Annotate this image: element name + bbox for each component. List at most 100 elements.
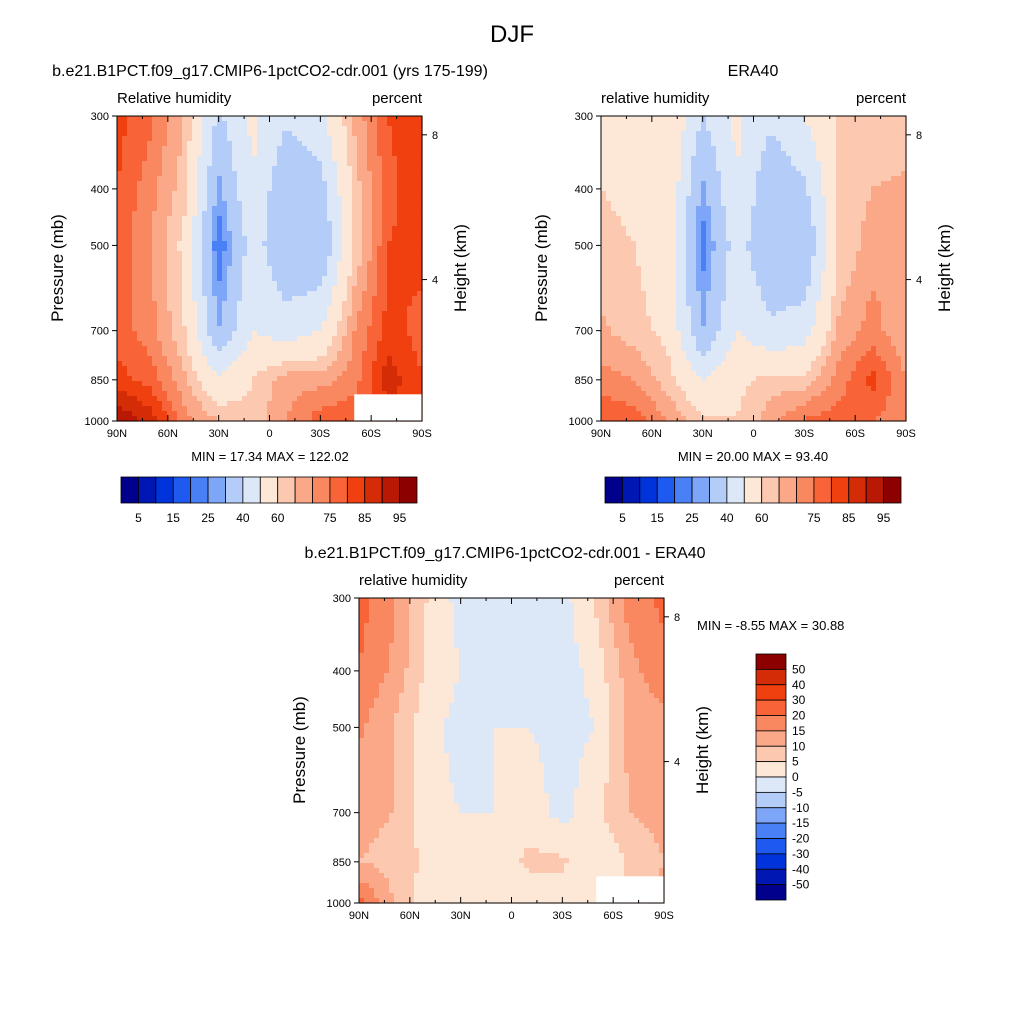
field-cell bbox=[272, 206, 278, 212]
field-cell bbox=[337, 366, 343, 372]
field-cell bbox=[217, 326, 223, 332]
field-cell bbox=[417, 371, 423, 377]
field-cell bbox=[337, 131, 343, 137]
field-cell bbox=[377, 331, 383, 337]
field-cell bbox=[282, 316, 288, 322]
field-cell bbox=[816, 186, 822, 192]
field-cell bbox=[317, 381, 323, 387]
field-cell bbox=[342, 206, 348, 212]
field-cell bbox=[162, 331, 168, 337]
field-cell bbox=[821, 116, 827, 122]
field-cell bbox=[332, 256, 338, 262]
field-cell bbox=[177, 121, 183, 127]
field-cell bbox=[686, 186, 692, 192]
field-cell bbox=[182, 326, 188, 332]
field-cell bbox=[816, 201, 822, 207]
variable-label: Relative humidity bbox=[117, 90, 232, 107]
field-cell bbox=[247, 156, 253, 162]
field-cell bbox=[307, 316, 313, 322]
field-cell bbox=[262, 351, 268, 357]
field-cell bbox=[157, 201, 163, 207]
field-cell bbox=[217, 341, 223, 347]
field-cell bbox=[122, 241, 128, 247]
field-cell bbox=[651, 166, 657, 172]
field-cell bbox=[137, 301, 143, 307]
field-cell bbox=[137, 211, 143, 217]
field-cell bbox=[357, 206, 363, 212]
field-cell bbox=[247, 251, 253, 257]
field-cell bbox=[646, 206, 652, 212]
field-cell bbox=[222, 336, 228, 342]
field-cell bbox=[387, 381, 393, 387]
field-cell bbox=[412, 231, 418, 237]
field-cell bbox=[122, 231, 128, 237]
field-cell bbox=[207, 346, 213, 352]
y-tick-label: 500 bbox=[91, 240, 109, 252]
field-cell bbox=[127, 351, 133, 357]
field-cell bbox=[187, 211, 193, 217]
field-cell bbox=[262, 231, 268, 237]
field-cell bbox=[761, 191, 767, 197]
field-cell bbox=[277, 201, 283, 207]
field-cell bbox=[716, 166, 722, 172]
field-cell bbox=[806, 151, 812, 157]
field-cell bbox=[187, 246, 193, 252]
field-cell bbox=[232, 326, 238, 332]
field-cell bbox=[167, 246, 173, 252]
field-cell bbox=[347, 211, 353, 217]
field-cell bbox=[142, 136, 148, 142]
field-cell bbox=[207, 296, 213, 302]
field-cell bbox=[272, 316, 278, 322]
field-cell bbox=[342, 196, 348, 202]
field-cell bbox=[147, 146, 153, 152]
field-cell bbox=[317, 211, 323, 217]
field-cell bbox=[367, 126, 373, 132]
field-cell bbox=[327, 331, 333, 337]
field-cell bbox=[896, 156, 902, 162]
field-cell bbox=[237, 396, 243, 402]
field-cell bbox=[232, 391, 238, 397]
field-cell bbox=[242, 166, 248, 172]
field-cell bbox=[237, 401, 243, 407]
field-cell bbox=[267, 241, 273, 247]
field-cell bbox=[117, 171, 123, 177]
field-cell bbox=[217, 151, 223, 157]
field-cell bbox=[212, 206, 218, 212]
field-cell bbox=[641, 146, 647, 152]
field-cell bbox=[671, 126, 677, 132]
field-cell bbox=[157, 361, 163, 367]
field-cell bbox=[322, 406, 328, 412]
field-cell bbox=[402, 326, 408, 332]
field-cell bbox=[242, 241, 248, 247]
field-cell bbox=[412, 236, 418, 242]
field-cell bbox=[382, 146, 388, 152]
field-cell bbox=[826, 186, 832, 192]
field-cell bbox=[382, 196, 388, 202]
field-cell bbox=[152, 216, 158, 222]
field-cell bbox=[132, 221, 138, 227]
field-cell bbox=[142, 221, 148, 227]
field-cell bbox=[372, 261, 378, 267]
field-cell bbox=[192, 381, 198, 387]
field-cell bbox=[367, 206, 373, 212]
field-cell bbox=[417, 211, 423, 217]
field-cell bbox=[676, 186, 682, 192]
field-cell bbox=[267, 396, 273, 402]
field-cell bbox=[197, 306, 203, 312]
field-cell bbox=[147, 231, 153, 237]
field-cell bbox=[292, 361, 298, 367]
field-cell bbox=[222, 401, 228, 407]
field-cell bbox=[377, 236, 383, 242]
field-cell bbox=[182, 226, 188, 232]
field-cell bbox=[272, 416, 278, 422]
field-cell bbox=[392, 311, 398, 317]
field-cell bbox=[751, 201, 757, 207]
field-cell bbox=[312, 291, 318, 297]
field-cell bbox=[117, 271, 123, 277]
field-cell bbox=[382, 226, 388, 232]
field-cell bbox=[182, 281, 188, 287]
field-cell bbox=[876, 121, 882, 127]
field-cell bbox=[651, 186, 657, 192]
field-cell bbox=[227, 196, 233, 202]
field-cell bbox=[711, 121, 717, 127]
